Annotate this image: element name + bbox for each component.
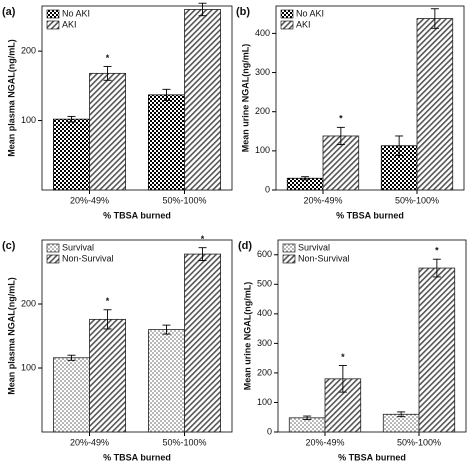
legend-swatch <box>282 243 296 253</box>
error-bar <box>301 176 310 181</box>
legend-label: AKI <box>62 19 77 29</box>
legend-swatch <box>46 243 60 253</box>
x-axis-label: % TBSA burned <box>336 210 404 220</box>
error-bar <box>103 65 112 81</box>
x-tick-label: 20%-49% <box>305 437 344 447</box>
y-axis-label: Mean plasma NGAL(ng/mL) <box>6 39 16 157</box>
panel-label: (c) <box>2 240 16 252</box>
legend-label: No AKI <box>62 8 90 18</box>
y-tick-label: 200 <box>257 367 272 377</box>
legend-swatch <box>46 20 60 30</box>
bar <box>184 253 221 433</box>
error-bar <box>198 2 207 17</box>
x-tick-label: 20%-49% <box>70 195 109 205</box>
error-bar <box>338 365 347 393</box>
y-axis-label: Mean urine NGAL(ng/mL) <box>240 44 250 153</box>
panel-label: (d) <box>238 240 252 252</box>
error-bar <box>103 309 112 330</box>
legend-label: Non-Survival <box>298 253 350 263</box>
y-tick-label: 100 <box>21 362 36 372</box>
panel-label: (a) <box>2 6 16 18</box>
error-bar <box>162 88 171 101</box>
y-tick-label: 200 <box>255 106 270 116</box>
y-tick-label: 500 <box>257 279 272 289</box>
x-tick-label: 50%-100% <box>162 195 206 205</box>
error-bar <box>430 8 439 29</box>
legend-label: Non-Survival <box>62 253 114 263</box>
error-bar <box>162 324 171 335</box>
significance-marker: * <box>433 0 437 5</box>
bar <box>184 9 221 191</box>
bar <box>147 329 185 433</box>
significance-marker: * <box>341 352 345 362</box>
significance-marker: * <box>339 114 343 124</box>
x-tick-label: 50%-100% <box>397 437 441 447</box>
legend-swatch <box>46 9 60 19</box>
x-axis-label: % TBSA burned <box>103 210 171 220</box>
bar <box>53 118 90 191</box>
legend-swatch <box>280 9 294 19</box>
error-bar <box>397 411 406 418</box>
significance-marker: * <box>106 296 110 306</box>
error-bar <box>336 126 345 146</box>
significance-marker: * <box>201 234 205 244</box>
y-tick-label: 100 <box>21 115 36 125</box>
bar <box>147 94 185 191</box>
error-bar <box>303 415 312 421</box>
y-tick-label: 400 <box>257 308 272 318</box>
legend-swatch <box>282 254 296 264</box>
y-tick-label: 300 <box>257 338 272 348</box>
y-axis-label: Mean plasma NGAL(ng/mL) <box>6 277 16 395</box>
x-tick-label: 20%-49% <box>303 195 342 205</box>
error-bar <box>395 135 404 156</box>
error-bar <box>198 247 207 261</box>
bar <box>416 18 454 191</box>
legend-label: Survival <box>298 242 330 252</box>
legend-label: Survival <box>62 242 94 252</box>
x-axis-label: % TBSA burned <box>103 452 171 461</box>
error-bar <box>67 354 76 361</box>
bar <box>53 357 90 433</box>
y-tick-label: 600 <box>257 249 272 259</box>
x-tick-label: 50%-100% <box>162 437 206 447</box>
legend-swatch <box>46 254 60 264</box>
bar <box>89 318 126 433</box>
significance-marker: * <box>106 53 110 63</box>
y-tick-label: 100 <box>255 145 270 155</box>
y-tick-label: 300 <box>255 67 270 77</box>
y-axis-label: Mean urine NGAL(ng/mL) <box>242 282 252 391</box>
panel-label: (b) <box>236 6 250 18</box>
x-axis-label: % TBSA burned <box>338 452 406 461</box>
y-tick-label: 400 <box>255 28 270 38</box>
legend-swatch <box>280 20 294 30</box>
legend-label: AKI <box>296 19 311 29</box>
x-tick-label: 50%-100% <box>395 195 439 205</box>
bar <box>418 267 456 433</box>
y-tick-label: 200 <box>21 46 36 56</box>
legend-label: No AKI <box>296 8 324 18</box>
y-tick-label: 0 <box>265 184 270 194</box>
y-tick-label: 0 <box>267 426 272 436</box>
significance-marker: * <box>435 246 439 256</box>
x-tick-label: 20%-49% <box>70 437 109 447</box>
y-tick-label: 100 <box>257 397 272 407</box>
error-bar <box>432 258 441 278</box>
y-tick-label: 200 <box>21 298 36 308</box>
error-bar <box>67 115 76 123</box>
bar <box>89 72 126 191</box>
